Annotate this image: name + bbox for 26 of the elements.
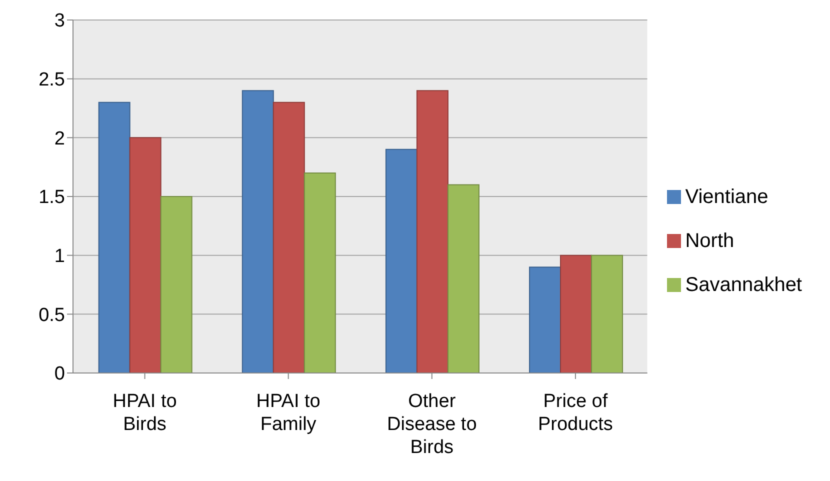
bar (304, 172, 336, 373)
bar (160, 196, 192, 373)
y-tick-label: 3 (54, 10, 65, 32)
x-tick-label: Other Disease to Birds (387, 391, 477, 458)
bar (447, 184, 480, 373)
y-tick-label: 2.5 (38, 70, 65, 91)
x-tick-label: Price of Products (538, 391, 613, 435)
legend-label: North (685, 230, 734, 252)
y-tick-label: 1.5 (38, 187, 65, 208)
bar (416, 90, 448, 373)
bar (98, 102, 130, 373)
x-tick-label: HPAI to Birds (112, 391, 177, 435)
x-tick-label: HPAI to Family (256, 391, 320, 435)
y-tick-label: 0.5 (38, 304, 65, 326)
bar (529, 266, 562, 373)
bar (385, 148, 418, 373)
y-tick-label: 1 (54, 246, 65, 268)
y-tick-label: 0 (54, 364, 65, 385)
bar (129, 137, 162, 373)
bar (242, 90, 274, 373)
y-tick-label: 2 (54, 128, 65, 150)
bar (560, 254, 592, 373)
bar (272, 102, 305, 373)
bar (591, 254, 624, 373)
legend-label: Savannakhet (685, 274, 802, 296)
legend-label: Vientiane (685, 186, 768, 208)
